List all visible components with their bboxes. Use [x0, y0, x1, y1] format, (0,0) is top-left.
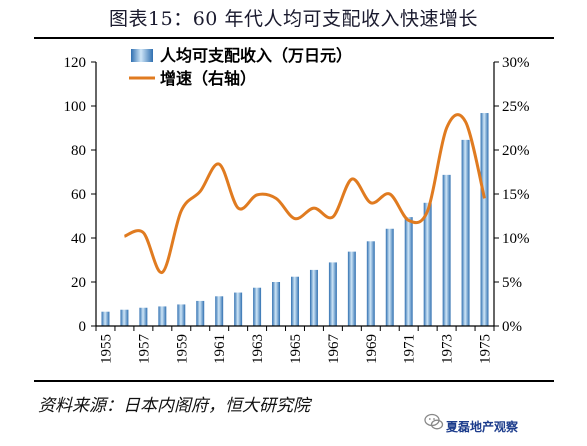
x-tick-label-1961: 1961: [212, 334, 228, 364]
x-tick-label-1955: 1955: [98, 334, 114, 364]
x-tick-label-1967: 1967: [326, 334, 342, 365]
right-tick-label: 20%: [502, 143, 530, 159]
x-tick-label-1969: 1969: [364, 334, 380, 364]
left-tick-label: 120: [64, 55, 87, 71]
bottom-rule: [34, 380, 554, 382]
x-tick-label-1963: 1963: [250, 334, 266, 364]
watermark: 夏磊地产观察: [446, 420, 519, 434]
bar-1968: [347, 251, 356, 326]
left-tick-label: 20: [71, 275, 86, 291]
bar-1972: [423, 202, 432, 326]
bar-1967: [328, 262, 337, 326]
left-tick-label: 40: [71, 231, 86, 247]
bar-1957: [139, 307, 148, 326]
right-tick-label: 15%: [502, 187, 530, 203]
bar-1973: [442, 174, 451, 326]
growth-line: [123, 113, 486, 274]
right-tick-label: 30%: [502, 55, 530, 71]
x-tick-label-1959: 1959: [174, 334, 190, 364]
right-tick-label: 0%: [502, 319, 522, 335]
bar-1958: [158, 306, 167, 326]
bar-1964: [272, 282, 281, 326]
legend-label-growth: 增速（右轴）: [160, 69, 256, 88]
x-tick-label-1965: 1965: [288, 334, 304, 364]
x-tick-label-1973: 1973: [440, 334, 456, 364]
bar-1956: [120, 309, 129, 326]
bar-1971: [404, 217, 413, 326]
right-tick-label: 10%: [502, 231, 530, 247]
bar-1962: [234, 292, 243, 326]
legend-bar-swatch: [131, 49, 153, 62]
x-tick-label-1975: 1975: [478, 334, 494, 364]
left-tick-label: 80: [71, 143, 86, 159]
right-tick-label: 25%: [502, 99, 530, 115]
bar-1963: [253, 287, 262, 326]
bar-1959: [177, 304, 186, 326]
bar-1965: [291, 276, 299, 326]
bar-1974: [461, 139, 470, 326]
x-tick-label-1957: 1957: [136, 334, 152, 365]
bar-1961: [215, 296, 224, 326]
source-note: 资料来源：日本内阁府，恒大研究院: [38, 396, 310, 416]
left-tick-label: 60: [71, 187, 86, 203]
bar-1975: [480, 113, 489, 326]
bar-1966: [309, 269, 318, 326]
right-tick-label: 5%: [502, 275, 522, 291]
chart-title: 图表15：60 年代人均可支配收入快速增长: [109, 8, 478, 30]
bar-1970: [385, 228, 394, 326]
bar-1955: [101, 311, 110, 326]
left-tick-label: 0: [79, 319, 87, 335]
x-tick-label-1971: 1971: [402, 334, 418, 364]
bar-1969: [366, 241, 375, 326]
legend-label-income: 人均可支配收入（万日元）: [160, 46, 352, 65]
bar-1960: [196, 300, 205, 326]
top-rule: [34, 37, 554, 39]
wechat-icon: [424, 413, 444, 430]
left-tick-label: 100: [64, 99, 87, 115]
